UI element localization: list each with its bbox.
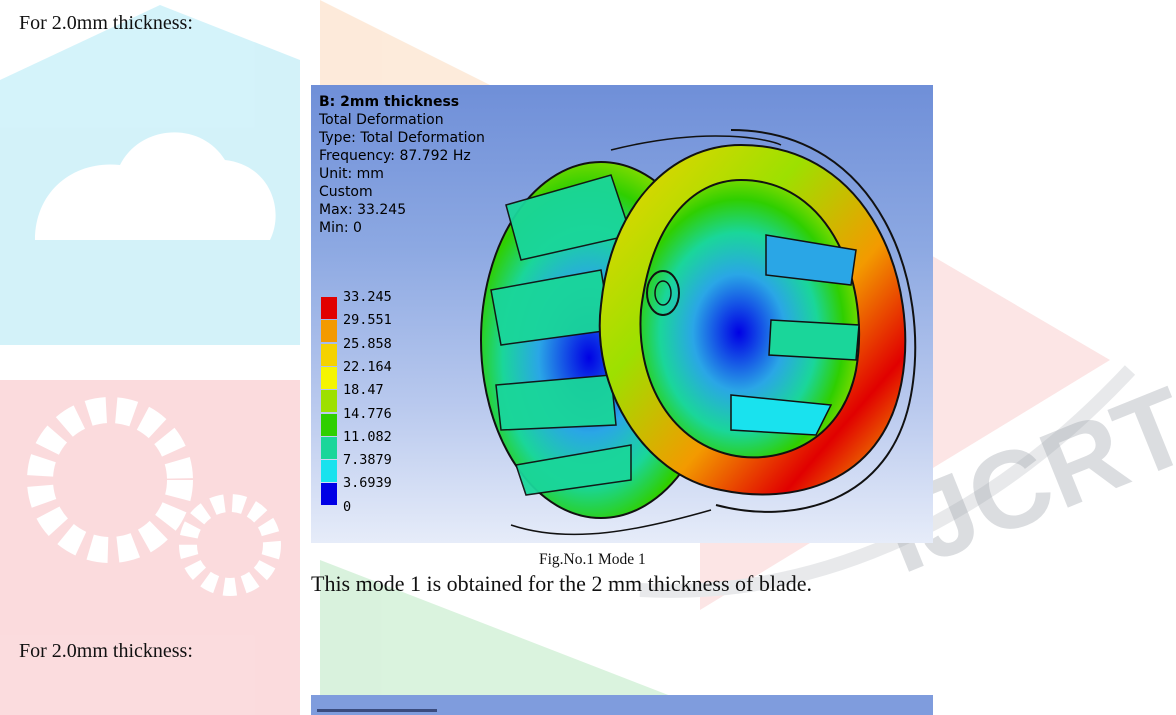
color-legend: 33.245 29.551 25.858 22.164 18.47 14.776 11.08…: [319, 290, 459, 530]
gear-icon: [27, 397, 193, 563]
fan-deformation-plot: [480, 129, 917, 536]
min-value: Min: 0: [319, 220, 362, 236]
frequency: Frequency: 87.792 Hz: [319, 148, 471, 164]
blades: [490, 174, 632, 496]
legend-label: 7.3879: [343, 452, 392, 469]
figure-note: This mode 1 is obtained for the 2 mm thi…: [311, 571, 813, 596]
legend-label: 29.551: [343, 312, 392, 329]
legend-swatch: [321, 483, 337, 506]
inner-blades: [730, 234, 860, 436]
section-heading-1: For 2.0mm thickness:: [19, 12, 193, 34]
unit: Unit: mm: [319, 166, 384, 182]
legend-swatch: [321, 297, 337, 319]
section-heading-2: For 2.0mm thickness:: [19, 640, 193, 662]
legend-swatch: [321, 320, 337, 343]
figure-info: B: 2mm thickness Total Deformation Type:…: [319, 93, 485, 237]
legend-swatch: [321, 343, 337, 366]
legend-label: 3.6939: [343, 475, 392, 492]
legend-label: 18.47: [343, 382, 384, 399]
legend-swatch: [321, 436, 337, 459]
figure-title: B: 2mm thickness: [319, 94, 460, 110]
deformation-figure: B: 2mm thickness Total Deformation Type:…: [311, 85, 933, 543]
legend-label: 0: [343, 498, 352, 515]
legend-label: 14.776: [343, 405, 392, 422]
deformation-figure-2: [311, 695, 933, 715]
legend-label: 22.164: [343, 358, 392, 375]
watermark-green-triangle: [320, 560, 720, 715]
watermark-cyan-block: [0, 5, 300, 345]
legend-swatch: [321, 366, 337, 389]
legend-label: 33.245: [343, 289, 392, 305]
legend-swatch: [321, 390, 337, 413]
max-value: Max: 33.245: [319, 202, 407, 218]
legend-label: 25.858: [343, 335, 392, 352]
legend-swatch: [321, 413, 337, 436]
gear-icon-small: [179, 494, 281, 596]
hub: [646, 270, 680, 316]
legend-swatch: [321, 460, 337, 483]
watermark-red-block: [0, 380, 300, 715]
figure-caption: Fig.No.1 Mode 1: [539, 551, 646, 568]
result-type: Type: Total Deformation: [319, 130, 485, 146]
scale-mode: Custom: [319, 184, 373, 200]
cloud-icon: [35, 132, 276, 240]
legend-label: 11.082: [343, 428, 392, 445]
result-name: Total Deformation: [319, 112, 444, 128]
figure-2-title-clipped: [317, 709, 437, 715]
